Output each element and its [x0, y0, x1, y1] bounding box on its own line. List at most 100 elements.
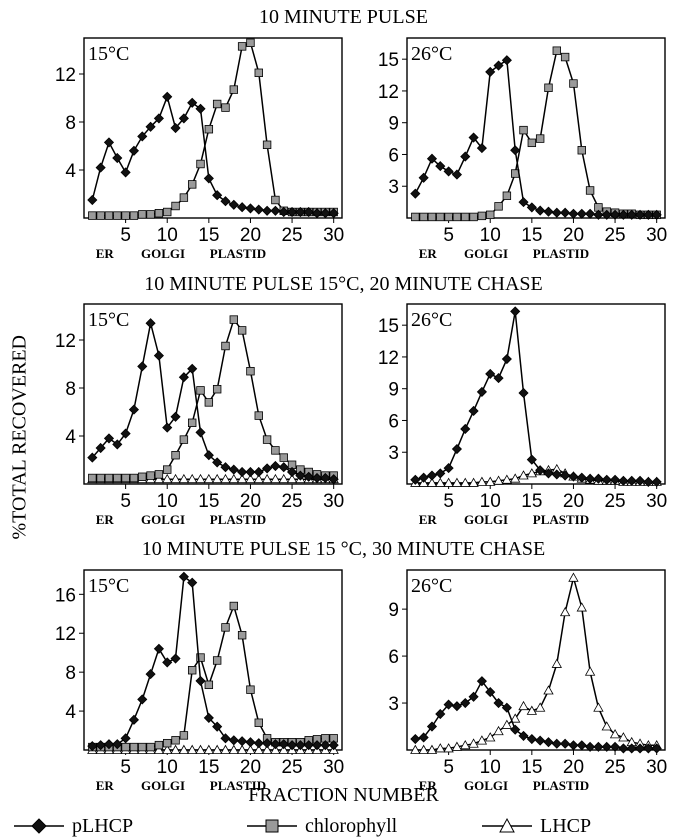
legend-item-plhcp: pLHCP: [12, 812, 133, 840]
legend-plhcp-label: pLHCP: [72, 814, 134, 837]
point-chlorophyll: [221, 103, 230, 112]
point-plhcp: [262, 463, 273, 474]
point-plhcp: [286, 740, 298, 751]
point-chlorophyll: [237, 326, 247, 335]
point-plhcp: [609, 474, 621, 485]
point-plhcp: [311, 208, 323, 219]
x-tick-label: 25: [281, 491, 302, 512]
x-tick-label: 10: [157, 225, 178, 246]
point-plhcp: [634, 209, 646, 220]
point-lhcp: [236, 473, 248, 484]
point-plhcp: [262, 205, 273, 216]
point-plhcp: [418, 732, 429, 743]
point-chlorophyll: [138, 210, 147, 219]
point-chlorophyll: [146, 471, 155, 480]
point-chlorophyll: [494, 202, 503, 211]
point-plhcp: [543, 468, 554, 479]
point-plhcp: [178, 571, 189, 582]
point-plhcp: [137, 131, 148, 142]
point-plhcp: [203, 712, 214, 723]
point-plhcp: [518, 387, 529, 399]
x-tick-label: 5: [443, 225, 454, 246]
point-plhcp: [468, 132, 479, 143]
point-plhcp: [526, 454, 537, 465]
point-plhcp: [278, 739, 289, 750]
point-chlorophyll: [129, 473, 139, 483]
x-tick-label: 15: [198, 757, 219, 778]
point-plhcp: [618, 475, 629, 486]
point-plhcp: [328, 208, 339, 219]
point-plhcp: [228, 464, 239, 475]
point-plhcp: [443, 166, 454, 177]
point-plhcp: [170, 411, 181, 422]
x-tick-label: 5: [443, 757, 454, 778]
point-plhcp: [303, 740, 314, 751]
point-lhcp: [534, 702, 546, 712]
point-lhcp: [618, 732, 629, 742]
point-plhcp: [526, 733, 537, 745]
point-plhcp: [203, 450, 214, 461]
point-chlorophyll: [469, 212, 478, 222]
point-chlorophyll: [163, 738, 172, 748]
region-label-plastid: PLASTID: [210, 778, 266, 793]
x-tick-label: 30: [646, 757, 667, 778]
point-chlorophyll: [88, 473, 97, 483]
point-lhcp: [203, 744, 215, 754]
point-plhcp: [212, 457, 223, 468]
point-chlorophyll: [196, 653, 205, 662]
region-label-golgi: GOLGI: [464, 778, 508, 793]
point-chlorophyll: [254, 68, 263, 77]
point-plhcp: [128, 404, 140, 415]
y-tick-label: 8: [65, 379, 76, 400]
point-plhcp: [593, 473, 604, 484]
point-chlorophyll: [171, 736, 180, 745]
point-chlorophyll: [262, 435, 272, 444]
point-chlorophyll: [544, 83, 553, 92]
point-chlorophyll: [138, 472, 147, 481]
point-plhcp: [501, 353, 512, 365]
point-plhcp: [87, 194, 98, 206]
point-plhcp: [526, 202, 537, 213]
point-plhcp: [626, 209, 637, 220]
point-lhcp: [410, 744, 421, 754]
point-chlorophyll: [560, 52, 570, 62]
point-plhcp: [128, 714, 140, 725]
point-chlorophyll: [138, 742, 147, 752]
series-line-plhcp: [415, 311, 657, 483]
x-tick-label: 25: [604, 491, 625, 512]
point-plhcp: [651, 476, 662, 487]
point-plhcp: [103, 137, 115, 148]
point-plhcp: [162, 657, 173, 668]
point-plhcp: [501, 55, 512, 66]
point-plhcp: [303, 471, 314, 482]
point-plhcp: [551, 207, 562, 218]
point-lhcp: [228, 473, 239, 484]
point-plhcp: [295, 206, 306, 218]
point-plhcp: [626, 743, 637, 754]
point-plhcp: [426, 153, 438, 164]
panel-temperature-label: 15°C: [88, 575, 129, 597]
point-plhcp: [145, 669, 156, 680]
point-plhcp: [320, 740, 331, 751]
point-lhcp: [526, 705, 538, 715]
x-tick-label: 15: [521, 491, 542, 512]
point-chlorophyll: [212, 656, 222, 665]
point-lhcp: [493, 725, 504, 736]
legend-lhcp-label: LHCP: [540, 814, 592, 837]
point-lhcp: [261, 744, 273, 754]
row-title-3: 10 MINUTE PULSE 15 °C, 30 MINUTE CHASE: [141, 538, 546, 560]
x-tick-label: 10: [480, 757, 501, 778]
x-tick-label: 5: [443, 491, 454, 512]
point-plhcp: [137, 694, 148, 705]
x-tick-label: 15: [198, 225, 219, 246]
point-lhcp: [510, 473, 521, 483]
point-chlorophyll: [569, 79, 578, 88]
point-lhcp: [501, 719, 513, 729]
panel-frame: [406, 303, 666, 485]
point-chlorophyll: [171, 450, 180, 460]
point-plhcp: [178, 113, 189, 124]
y-tick-label: 12: [55, 624, 76, 645]
point-plhcp: [212, 190, 223, 201]
point-chlorophyll: [179, 193, 189, 202]
point-lhcp: [286, 473, 298, 484]
